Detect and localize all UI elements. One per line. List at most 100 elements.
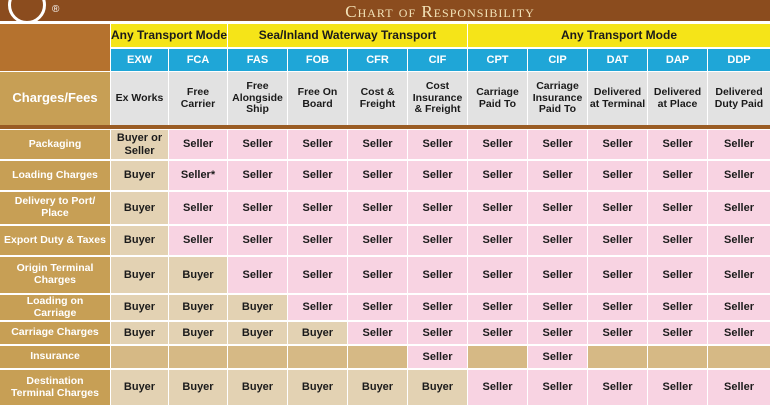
transport-mode-header: Any Transport Mode (111, 24, 227, 47)
responsibility-cell: Seller (288, 226, 347, 255)
term-abbr-dap: DAP (648, 49, 707, 71)
responsibility-cell (588, 346, 647, 368)
responsibility-cell: Seller (648, 295, 707, 320)
term-full-name: Ex Works (111, 72, 168, 125)
responsibility-cell: Buyer (111, 322, 168, 344)
responsibility-cell: Seller (348, 257, 407, 293)
term-abbr-fob: FOB (288, 49, 347, 71)
responsibility-cell: Seller (648, 257, 707, 293)
responsibility-cell: Seller (588, 370, 647, 405)
term-full-name: Delivered at Terminal (588, 72, 647, 125)
responsibility-cell: Buyer (408, 370, 467, 405)
responsibility-cell: Buyer (169, 322, 227, 344)
responsibility-cell: Seller (708, 161, 770, 190)
responsibility-cell: Buyer (228, 295, 287, 320)
responsibility-cell: Buyer (169, 257, 227, 293)
responsibility-cell: Seller (708, 226, 770, 255)
responsibility-cell: Seller (288, 130, 347, 159)
globe-logo-icon (8, 0, 46, 24)
responsibility-cell (648, 346, 707, 368)
responsibility-cell: Buyer (348, 370, 407, 405)
responsibility-cell (169, 346, 227, 368)
term-abbr-cip: CIP (528, 49, 587, 71)
term-abbr-cif: CIF (408, 49, 467, 71)
responsibility-cell: Seller (648, 370, 707, 405)
term-abbr-exw: EXW (111, 49, 168, 71)
responsibility-cell: Seller (708, 295, 770, 320)
responsibility-cell: Seller (288, 295, 347, 320)
responsibility-cell: Seller (708, 130, 770, 159)
term-abbr-fca: FCA (169, 49, 227, 71)
responsibility-cell: Seller (228, 192, 287, 224)
responsibility-cell: Seller (169, 130, 227, 159)
responsibility-cell: Seller (348, 192, 407, 224)
responsibility-cell: Seller (408, 226, 467, 255)
title-bar (0, 0, 770, 21)
responsibility-cell: Seller (528, 192, 587, 224)
row-label: Destination Terminal Charges (0, 370, 110, 405)
responsibility-cell: Seller (588, 226, 647, 255)
row-label: Carriage Charges (0, 322, 110, 344)
responsibility-cell: Seller (228, 257, 287, 293)
responsibility-cell: Seller (288, 161, 347, 190)
term-abbr-ddp: DDP (708, 49, 770, 71)
responsibility-cell: Seller (588, 130, 647, 159)
responsibility-cell: Seller (528, 295, 587, 320)
responsibility-cell: Seller (228, 130, 287, 159)
responsibility-cell: Seller (288, 192, 347, 224)
term-full-name: Free Alongside Ship (228, 72, 287, 125)
responsibility-cell: Buyer or Seller (111, 130, 168, 159)
responsibility-cell: Seller (468, 257, 527, 293)
responsibility-cell: Seller (588, 257, 647, 293)
term-full-name: Free Carrier (169, 72, 227, 125)
term-full-name: Delivered Duty Paid (708, 72, 770, 125)
responsibility-cell: Buyer (111, 226, 168, 255)
responsibility-cell: Seller (288, 257, 347, 293)
row-label: Packaging (0, 130, 110, 159)
responsibility-cell: Seller (468, 370, 527, 405)
term-full-name: Cost Insurance & Freight (408, 72, 467, 125)
term-full-name: Carriage Paid To (468, 72, 527, 125)
responsibility-cell: Seller (408, 346, 467, 368)
responsibility-cell: Seller (408, 130, 467, 159)
term-abbr-cfr: CFR (348, 49, 407, 71)
responsibility-cell (111, 346, 168, 368)
transport-mode-header: Any Transport Mode (468, 24, 770, 47)
responsibility-cell: Seller (528, 161, 587, 190)
responsibility-cell: Seller (468, 226, 527, 255)
registered-mark: ® (52, 4, 60, 15)
term-abbr-fas: FAS (228, 49, 287, 71)
responsibility-cell: Buyer (111, 257, 168, 293)
row-label: Insurance (0, 346, 110, 368)
responsibility-cell: Seller (468, 161, 527, 190)
term-full-name: Carriage Insurance Paid To (528, 72, 587, 125)
responsibility-cell (228, 346, 287, 368)
responsibility-cell: Seller (228, 161, 287, 190)
responsibility-cell: Seller (169, 192, 227, 224)
responsibility-cell: Seller (708, 257, 770, 293)
chart-title: Chart of Responsibility (345, 2, 535, 21)
responsibility-cell: Buyer (111, 370, 168, 405)
term-full-name: Delivered at Place (648, 72, 707, 125)
responsibility-cell: Seller (408, 161, 467, 190)
responsibility-cell (468, 346, 527, 368)
responsibility-cell: Seller (528, 130, 587, 159)
responsibility-cell: Seller (348, 322, 407, 344)
responsibility-cell: Seller (588, 161, 647, 190)
responsibility-cell: Seller (528, 346, 587, 368)
responsibility-cell: Seller (348, 295, 407, 320)
responsibility-cell: Buyer (228, 370, 287, 405)
responsibility-cell: Seller (588, 322, 647, 344)
responsibility-cell: Seller (348, 161, 407, 190)
responsibility-cell: Seller (408, 295, 467, 320)
row-label: Delivery to Port/ Place (0, 192, 110, 224)
responsibility-cell: Buyer (111, 295, 168, 320)
responsibility-cell: Seller (648, 192, 707, 224)
responsibility-cell: Seller (468, 192, 527, 224)
term-abbr-dat: DAT (588, 49, 647, 71)
responsibility-cell: Seller (468, 295, 527, 320)
responsibility-cell: Seller (708, 322, 770, 344)
term-full-name: Cost & Freight (348, 72, 407, 125)
row-label: Loading on Carriage (0, 295, 110, 320)
responsibility-cell: Seller (708, 192, 770, 224)
